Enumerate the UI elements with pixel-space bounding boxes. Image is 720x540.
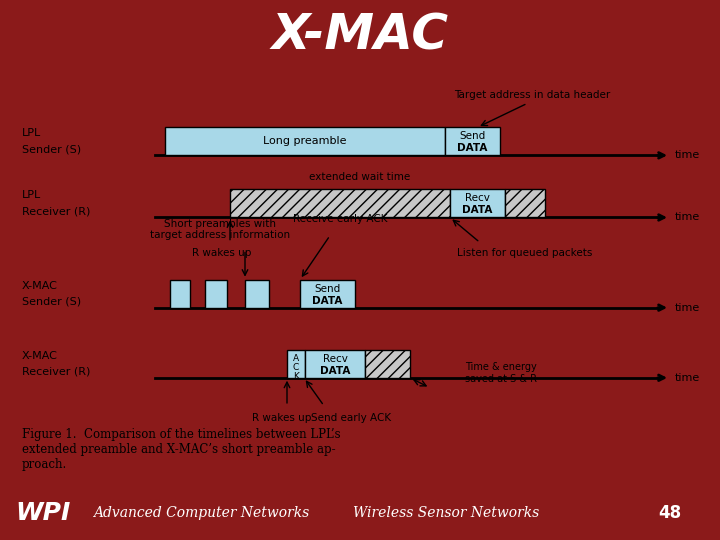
- Text: Send: Send: [459, 131, 485, 141]
- Text: Short preambles with
target address information: Short preambles with target address info…: [150, 219, 290, 240]
- Bar: [365, 350, 410, 378]
- Text: DATA: DATA: [462, 205, 492, 215]
- Text: DATA: DATA: [312, 295, 343, 306]
- Text: C: C: [293, 363, 299, 372]
- Text: time: time: [675, 373, 701, 383]
- Bar: [230, 190, 450, 218]
- Bar: [305, 350, 365, 378]
- Bar: [287, 350, 305, 378]
- Bar: [300, 280, 355, 308]
- Text: extended wait time: extended wait time: [310, 172, 410, 183]
- Text: DATA: DATA: [457, 143, 487, 153]
- Text: Listen for queued packets: Listen for queued packets: [457, 247, 593, 258]
- Text: 48: 48: [658, 504, 681, 522]
- Text: Wireless Sensor Networks: Wireless Sensor Networks: [354, 506, 539, 520]
- Bar: [445, 127, 500, 156]
- Bar: [505, 190, 545, 218]
- Text: LPL: LPL: [22, 129, 41, 138]
- Bar: [170, 280, 190, 308]
- Text: X-MAC: X-MAC: [271, 11, 449, 59]
- Bar: [245, 280, 269, 308]
- Text: Send: Send: [315, 284, 341, 294]
- Text: Target address in data header: Target address in data header: [454, 90, 611, 100]
- Text: Receiver (R): Receiver (R): [22, 206, 91, 217]
- Text: X-MAC: X-MAC: [22, 351, 58, 361]
- Text: DATA: DATA: [320, 366, 350, 376]
- Text: Advanced Computer Networks: Advanced Computer Networks: [94, 506, 310, 520]
- Text: Sender (S): Sender (S): [22, 144, 81, 154]
- Text: Send early ACK: Send early ACK: [311, 413, 391, 423]
- Text: Long preamble: Long preamble: [264, 136, 347, 146]
- Text: Sender (S): Sender (S): [22, 296, 81, 307]
- Text: X-MAC: X-MAC: [22, 281, 58, 291]
- Text: Figure 1.  Comparison of the timelines between LPL’s
extended preamble and X-MAC: Figure 1. Comparison of the timelines be…: [22, 428, 341, 471]
- Text: time: time: [675, 150, 701, 160]
- Bar: [165, 127, 445, 156]
- Bar: [205, 280, 227, 308]
- Text: time: time: [675, 302, 701, 313]
- Text: Time & energy
saved at S & R: Time & energy saved at S & R: [465, 362, 537, 383]
- Text: A: A: [293, 354, 299, 363]
- Text: R wakes up: R wakes up: [252, 413, 312, 423]
- Text: time: time: [675, 212, 701, 222]
- Text: Receive early ACK: Receive early ACK: [293, 214, 387, 225]
- Text: Recv: Recv: [323, 354, 348, 364]
- Text: K: K: [293, 372, 299, 381]
- Bar: [450, 190, 505, 218]
- Text: Recv: Recv: [465, 193, 490, 204]
- Text: R wakes up: R wakes up: [192, 247, 252, 258]
- Text: LPL: LPL: [22, 191, 41, 200]
- Text: WPI: WPI: [16, 501, 71, 525]
- Text: Receiver (R): Receiver (R): [22, 367, 91, 377]
